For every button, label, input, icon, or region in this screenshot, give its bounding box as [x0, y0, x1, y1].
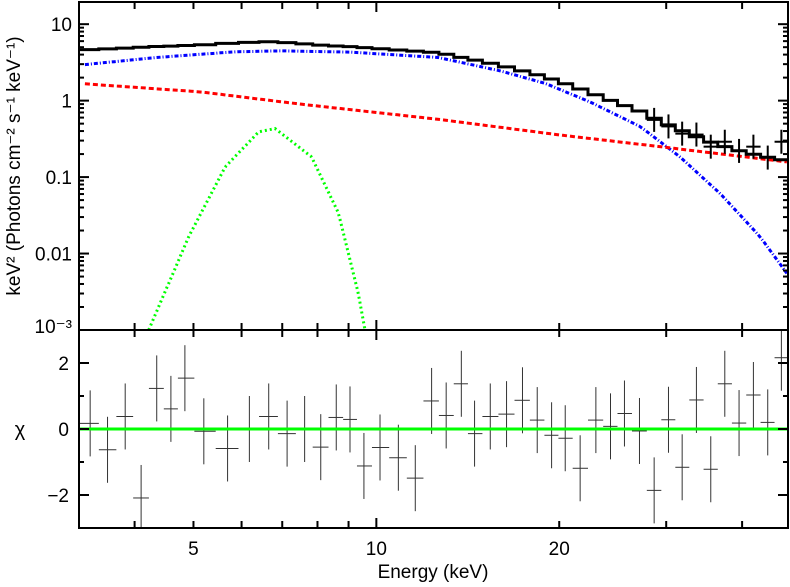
residual-point — [116, 383, 134, 450]
y-tick-label: 0.01 — [35, 245, 72, 266]
residual-point — [133, 464, 149, 528]
x-tick-label: 10 — [366, 539, 387, 560]
x-tick-label: 20 — [549, 539, 570, 560]
residual-point — [148, 355, 164, 422]
residual-point — [731, 390, 747, 457]
residual-point — [371, 414, 390, 481]
spectrum-panel: 10 1 0.1 0.01 10⁻³ — [35, 1, 789, 528]
residual-point — [389, 424, 407, 491]
y-tick-label: −2 — [47, 486, 69, 507]
x-tick-label: 5 — [188, 539, 199, 560]
y-tick-label: 0.1 — [46, 168, 72, 189]
residual-point — [558, 405, 573, 472]
residual-point — [646, 457, 662, 524]
data-point — [703, 134, 718, 159]
residual-point — [544, 402, 559, 469]
plot-area-residuals — [79, 330, 788, 528]
residual-point — [617, 380, 632, 447]
y-axis-label-spectrum: keV² (Photons cm⁻² s⁻¹ keV⁻¹) — [4, 36, 25, 295]
y-tick-label: 10 — [51, 15, 72, 36]
residual-point — [453, 350, 468, 417]
residual-point — [774, 330, 788, 391]
residual-point — [689, 366, 704, 433]
residual-point — [498, 381, 515, 448]
model-component-2 — [147, 126, 367, 330]
data-point — [774, 129, 788, 154]
y-tick-label: 10⁻³ — [35, 317, 73, 338]
y-tick-label: 0 — [58, 420, 69, 441]
residual-point — [603, 393, 618, 460]
y-tick-label: 1 — [61, 92, 72, 113]
residual-point — [588, 387, 604, 454]
residual-point — [467, 400, 483, 467]
residual-point — [328, 384, 344, 451]
residual-point — [760, 389, 775, 456]
residual-point — [177, 345, 195, 412]
y-tick-label: 2 — [58, 354, 69, 375]
residual-point — [312, 414, 329, 481]
residual-point — [259, 383, 278, 450]
residual-point — [194, 398, 216, 465]
residual-point — [438, 382, 454, 449]
residual-point — [717, 350, 732, 417]
data-point — [661, 114, 676, 139]
residual-point — [98, 416, 117, 483]
data-point — [731, 138, 747, 163]
residual-point — [675, 434, 690, 501]
residual-point — [423, 367, 439, 434]
residual-point — [529, 387, 545, 454]
residual-point — [661, 386, 676, 453]
residual-point — [163, 375, 178, 442]
data-point — [675, 121, 690, 146]
residual-point — [79, 390, 99, 457]
residual-point — [343, 386, 357, 453]
residual-point — [746, 362, 761, 429]
residual-point — [631, 397, 647, 464]
data-point — [760, 145, 775, 170]
data-point — [746, 134, 761, 159]
data-point — [689, 122, 704, 147]
model-component-1 — [84, 82, 788, 164]
data-point — [646, 107, 662, 132]
residual-point — [215, 415, 239, 482]
residual-point — [514, 367, 530, 434]
model-component-0 — [84, 49, 788, 275]
residual-point — [482, 383, 499, 450]
x-axis-label: Energy (keV) — [378, 562, 489, 582]
residual-point — [277, 400, 296, 467]
total-model-histogram — [79, 40, 788, 162]
residual-point — [356, 432, 372, 499]
residual-point — [406, 445, 424, 512]
data-point — [717, 129, 732, 154]
residual-point — [572, 435, 589, 502]
residual-point — [703, 436, 718, 503]
plot-area-spectrum — [79, 40, 788, 330]
y-axis-label-chi: χ — [15, 419, 26, 441]
